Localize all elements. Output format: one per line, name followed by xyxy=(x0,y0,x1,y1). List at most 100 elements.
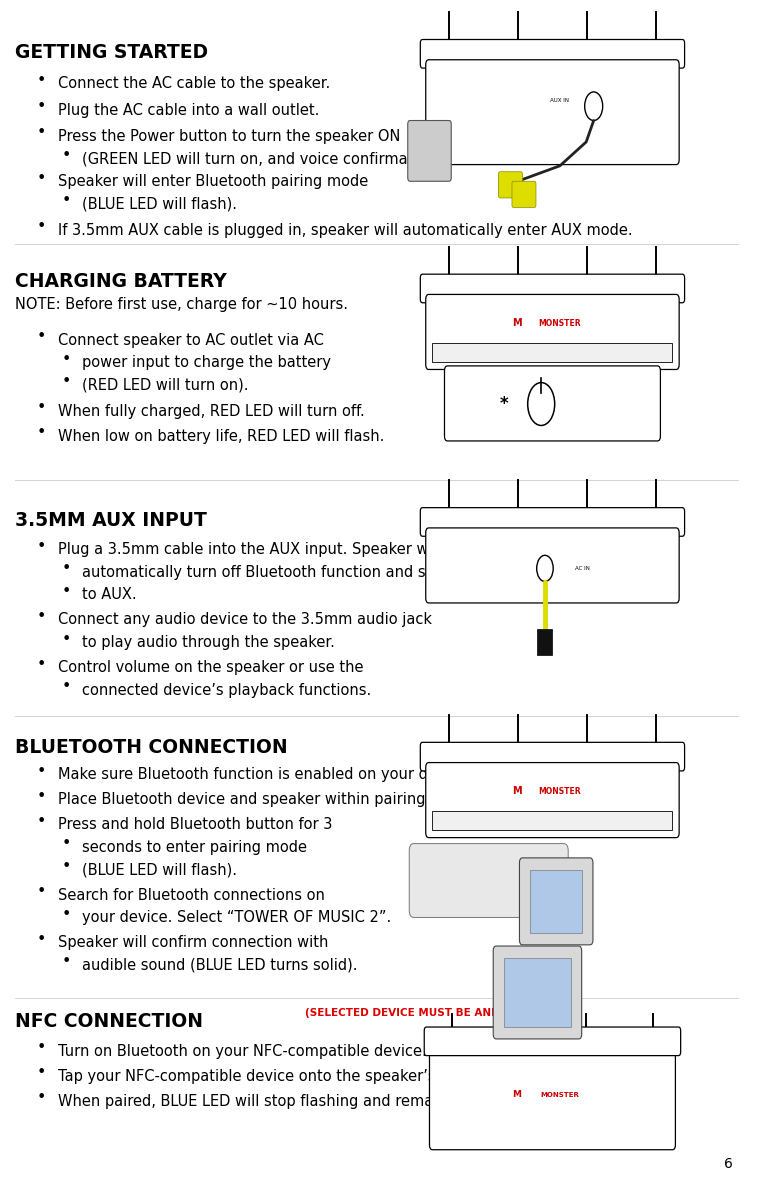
FancyBboxPatch shape xyxy=(421,743,685,771)
Text: Press the Power button to turn the speaker ON: Press the Power button to turn the speak… xyxy=(58,129,400,143)
Bar xyxy=(537,629,553,656)
Text: When fully charged, RED LED will turn off.: When fully charged, RED LED will turn of… xyxy=(58,404,364,419)
Text: Turn on Bluetooth on your NFC-compatible device.: Turn on Bluetooth on your NFC-compatible… xyxy=(58,1044,427,1059)
Bar xyxy=(504,958,571,1027)
Text: MONSTER: MONSTER xyxy=(540,1093,580,1098)
Text: MONSTER: MONSTER xyxy=(539,319,581,327)
Text: AC IN: AC IN xyxy=(575,566,590,571)
FancyBboxPatch shape xyxy=(426,60,679,165)
Text: Speaker will enter Bluetooth pairing mode: Speaker will enter Bluetooth pairing mod… xyxy=(58,174,368,189)
Text: Control volume on the speaker or use the: Control volume on the speaker or use the xyxy=(58,660,363,675)
Text: M: M xyxy=(512,1090,521,1100)
Text: When low on battery life, RED LED will flash.: When low on battery life, RED LED will f… xyxy=(58,429,384,444)
Text: •: • xyxy=(61,906,71,922)
Text: (GREEN LED will turn on, and voice confirmation).: (GREEN LED will turn on, and voice confi… xyxy=(83,152,447,166)
Text: •: • xyxy=(61,954,71,970)
Text: Connect any audio device to the 3.5mm audio jack: Connect any audio device to the 3.5mm au… xyxy=(58,613,431,628)
FancyBboxPatch shape xyxy=(426,763,679,838)
Text: •: • xyxy=(61,561,71,577)
Bar xyxy=(530,869,582,933)
Text: •: • xyxy=(36,538,46,554)
Text: AUX IN: AUX IN xyxy=(550,98,570,103)
Text: •: • xyxy=(36,425,46,441)
FancyBboxPatch shape xyxy=(409,844,568,917)
Text: 3.5MM AUX INPUT: 3.5MM AUX INPUT xyxy=(15,511,206,530)
FancyBboxPatch shape xyxy=(444,365,660,441)
Text: connected device’s playback functions.: connected device’s playback functions. xyxy=(83,683,372,697)
Text: •: • xyxy=(36,931,46,947)
Text: audible sound (BLUE LED turns solid).: audible sound (BLUE LED turns solid). xyxy=(83,958,358,973)
Text: •: • xyxy=(36,764,46,778)
Text: to AUX.: to AUX. xyxy=(83,587,137,603)
Text: Press and hold Bluetooth button for 3: Press and hold Bluetooth button for 3 xyxy=(58,818,332,832)
Text: automatically turn off Bluetooth function and switch: automatically turn off Bluetooth functio… xyxy=(83,565,465,580)
Text: to play audio through the speaker.: to play audio through the speaker. xyxy=(83,635,335,650)
Text: •: • xyxy=(36,125,46,140)
FancyBboxPatch shape xyxy=(421,507,685,536)
Text: BLUETOOTH CONNECTION: BLUETOOTH CONNECTION xyxy=(15,738,288,757)
Text: •: • xyxy=(61,632,71,646)
Text: M: M xyxy=(512,318,521,328)
Text: NFC CONNECTION: NFC CONNECTION xyxy=(15,1011,203,1030)
Text: GETTING STARTED: GETTING STARTED xyxy=(15,43,208,62)
Text: •: • xyxy=(36,1090,46,1106)
Text: When paired, BLUE LED will stop flashing and remain steady.: When paired, BLUE LED will stop flashing… xyxy=(58,1094,503,1109)
Text: •: • xyxy=(36,789,46,804)
Text: •: • xyxy=(36,1040,46,1055)
Text: 6: 6 xyxy=(724,1157,732,1171)
Text: •: • xyxy=(36,609,46,624)
Text: Speaker will confirm connection with: Speaker will confirm connection with xyxy=(58,935,328,950)
Text: •: • xyxy=(61,193,71,208)
Text: •: • xyxy=(36,400,46,416)
FancyBboxPatch shape xyxy=(421,275,685,303)
Text: If 3.5mm AUX cable is plugged in, speaker will automatically enter AUX mode.: If 3.5mm AUX cable is plugged in, speake… xyxy=(58,223,632,238)
FancyBboxPatch shape xyxy=(421,39,685,68)
Text: power input to charge the battery: power input to charge the battery xyxy=(83,355,332,370)
Text: •: • xyxy=(36,814,46,829)
Text: •: • xyxy=(36,171,46,185)
FancyBboxPatch shape xyxy=(499,172,523,198)
Text: Tap your NFC-compatible device onto the speaker’s NFC logo.: Tap your NFC-compatible device onto the … xyxy=(58,1069,509,1084)
Text: •: • xyxy=(61,584,71,599)
FancyBboxPatch shape xyxy=(430,1045,676,1150)
Text: Connect the AC cable to the speaker.: Connect the AC cable to the speaker. xyxy=(58,76,330,92)
Text: Plug a 3.5mm cable into the AUX input. Speaker will: Plug a 3.5mm cable into the AUX input. S… xyxy=(58,542,441,558)
Text: *: * xyxy=(499,395,508,413)
Bar xyxy=(432,812,673,831)
Text: seconds to enter pairing mode: seconds to enter pairing mode xyxy=(83,841,308,855)
FancyBboxPatch shape xyxy=(512,181,536,208)
Text: your device. Select “TOWER OF MUSIC 2”.: your device. Select “TOWER OF MUSIC 2”. xyxy=(83,910,392,925)
Text: •: • xyxy=(36,99,46,115)
Text: (BLUE LED will flash).: (BLUE LED will flash). xyxy=(83,862,237,878)
FancyBboxPatch shape xyxy=(426,528,679,603)
Text: Search for Bluetooth connections on: Search for Bluetooth connections on xyxy=(58,887,325,903)
Text: M: M xyxy=(512,786,521,796)
Text: •: • xyxy=(36,73,46,88)
Text: Place Bluetooth device and speaker within pairing distance (~3 ft.).: Place Bluetooth device and speaker withi… xyxy=(58,793,554,807)
Text: CHARGING BATTERY: CHARGING BATTERY xyxy=(15,272,226,291)
Text: •: • xyxy=(36,220,46,234)
FancyBboxPatch shape xyxy=(426,295,679,369)
Text: •: • xyxy=(61,837,71,851)
FancyBboxPatch shape xyxy=(519,857,593,944)
Bar xyxy=(432,343,673,362)
Text: Plug the AC cable into a wall outlet.: Plug the AC cable into a wall outlet. xyxy=(58,103,319,118)
Text: •: • xyxy=(61,351,71,367)
Text: (RED LED will turn on).: (RED LED will turn on). xyxy=(83,377,249,393)
Text: •: • xyxy=(61,374,71,389)
Text: (SELECTED DEVICE MUST BE ANDROID): (SELECTED DEVICE MUST BE ANDROID) xyxy=(305,1008,534,1018)
Text: (BLUE LED will flash).: (BLUE LED will flash). xyxy=(83,197,237,211)
Text: •: • xyxy=(36,1065,46,1081)
FancyBboxPatch shape xyxy=(493,946,582,1039)
Text: NOTE: Before first use, charge for ~10 hours.: NOTE: Before first use, charge for ~10 h… xyxy=(15,297,348,312)
Text: •: • xyxy=(61,858,71,874)
Text: Make sure Bluetooth function is enabled on your device.: Make sure Bluetooth function is enabled … xyxy=(58,768,471,782)
Text: •: • xyxy=(36,657,46,671)
Text: •: • xyxy=(61,679,71,694)
Text: •: • xyxy=(36,884,46,899)
FancyBboxPatch shape xyxy=(407,121,451,181)
FancyBboxPatch shape xyxy=(424,1027,681,1055)
Text: •: • xyxy=(36,330,46,344)
Text: Connect speaker to AC outlet via AC: Connect speaker to AC outlet via AC xyxy=(58,333,323,347)
Text: •: • xyxy=(61,148,71,162)
